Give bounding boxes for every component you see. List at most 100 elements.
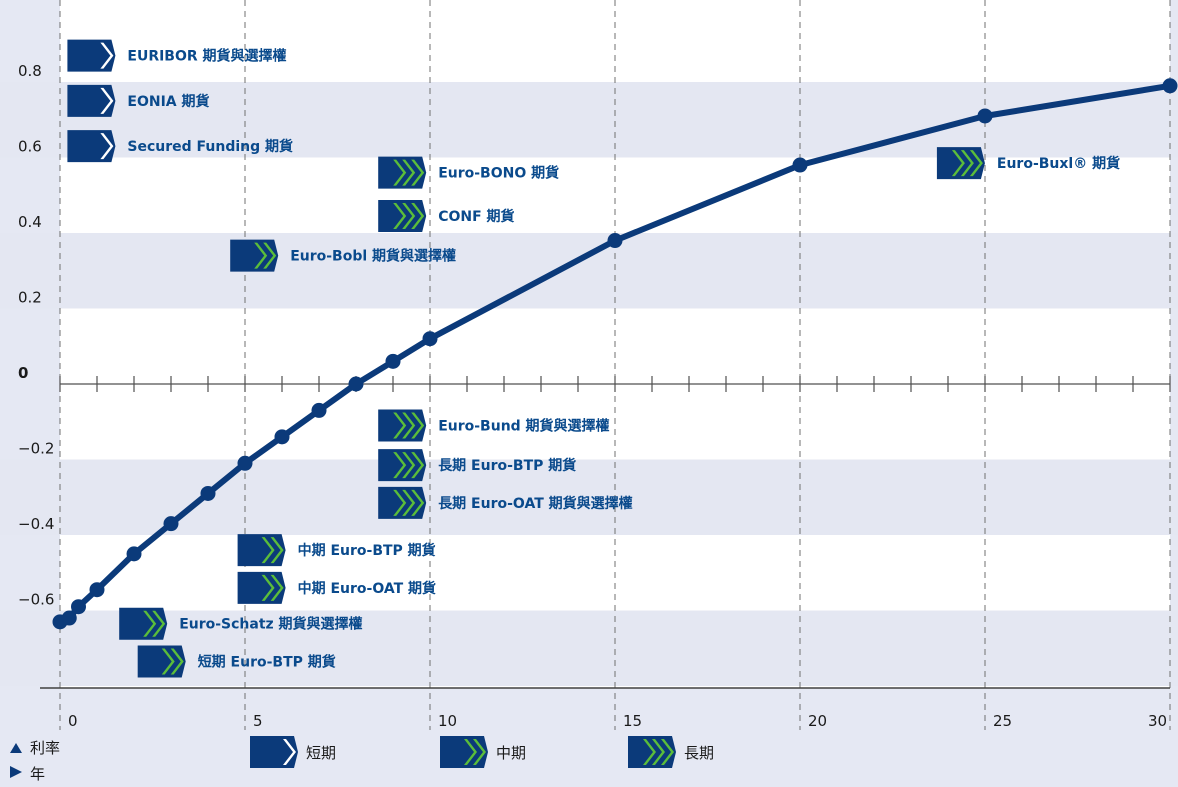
badge-chevron xyxy=(170,648,184,675)
y-axis-arrow-icon xyxy=(10,743,22,753)
data-points xyxy=(52,78,1178,630)
y-tick-labels: 0.8 0.6 0.4 0.2 0 −0.2 −0.4 −0.6 xyxy=(18,62,54,609)
badge-chevron xyxy=(402,489,416,516)
badge-chevron xyxy=(393,489,407,516)
x-axis-label: 年 xyxy=(30,765,45,783)
badge-body xyxy=(230,239,279,272)
product-label: EURIBOR 期貨與選擇權 xyxy=(67,39,287,72)
badge-chevron xyxy=(143,610,157,637)
band-group xyxy=(0,82,1178,686)
data-point xyxy=(163,516,179,532)
badge-body xyxy=(237,571,286,604)
data-point xyxy=(348,376,364,392)
product-label: Secured Funding 期貨 xyxy=(67,130,293,163)
data-point xyxy=(311,402,327,418)
product-label-text: 長期 Euro-BTP 期貨 xyxy=(438,457,576,474)
badge-chevron xyxy=(411,203,425,230)
badge-chevron xyxy=(393,203,407,230)
product-label: Euro-Buxl® 期貨 xyxy=(936,147,1120,180)
x-tick-label: 30 xyxy=(1148,712,1167,730)
product-badge-icon xyxy=(378,409,427,442)
product-badge-icon xyxy=(936,147,985,180)
badge-chevron xyxy=(393,412,407,439)
x-tick-labels: 0 5 10 15 20 25 30 xyxy=(68,712,1167,730)
badge-body xyxy=(440,736,488,768)
product-label-text: 中期 Euro-BTP 期貨 xyxy=(298,542,436,559)
badge-body xyxy=(119,607,168,640)
legend-badge-icon xyxy=(628,736,676,768)
legend-label: 短期 xyxy=(306,744,336,762)
badge-chevron xyxy=(152,610,166,637)
product-badge-icon xyxy=(378,200,427,233)
badge-chevron xyxy=(100,42,114,69)
badge-chevron xyxy=(402,452,416,479)
badge-body xyxy=(67,39,116,72)
badge-chevron xyxy=(969,150,983,177)
badge-chevron xyxy=(411,412,425,439)
data-point xyxy=(1162,78,1178,94)
x-tick-label: 20 xyxy=(808,712,827,730)
badge-body xyxy=(378,200,427,233)
product-label: 中期 Euro-BTP 期貨 xyxy=(237,534,436,567)
badge-chevron xyxy=(643,739,656,765)
data-point xyxy=(71,599,86,615)
x-axis-arrow-icon xyxy=(10,766,22,778)
badge-body xyxy=(250,736,298,768)
product-label: EONIA 期貨 xyxy=(67,84,210,117)
product-label-text: Euro-Buxl® 期貨 xyxy=(997,155,1120,172)
data-point xyxy=(607,233,623,249)
y-tick-label: 0.6 xyxy=(18,138,42,156)
badge-chevron xyxy=(411,159,425,186)
product-label: Euro-Bund 期貨與選擇權 xyxy=(378,409,610,442)
data-point xyxy=(977,108,993,124)
badge-chevron xyxy=(283,739,296,765)
badge-body xyxy=(378,486,427,519)
product-badge-icon xyxy=(119,607,168,640)
left-margin-top xyxy=(0,0,60,82)
badge-chevron xyxy=(661,739,674,765)
legend-label: 中期 xyxy=(496,744,526,762)
legend-badge-icon xyxy=(250,736,298,768)
badge-chevron xyxy=(652,739,665,765)
badge-chevron xyxy=(261,537,275,564)
product-label-text: Euro-Bobl 期貨與選擇權 xyxy=(290,248,456,265)
badge-body xyxy=(378,449,427,482)
product-badge-icon xyxy=(237,534,286,567)
product-label: CONF 期貨 xyxy=(378,200,515,233)
badge-chevron xyxy=(161,648,175,675)
band-2 xyxy=(0,459,1178,535)
product-badge-icon xyxy=(67,130,116,163)
badge-chevron xyxy=(411,489,425,516)
legend: 利率年 短期 中期 長期 xyxy=(10,736,714,783)
product-badge-icon xyxy=(237,571,286,604)
y-tick-label: −0.4 xyxy=(18,515,54,533)
data-point xyxy=(385,353,401,369)
badge-body xyxy=(67,84,116,117)
y-tick-label: 0.8 xyxy=(18,62,42,80)
legend-badge-icon xyxy=(440,736,488,768)
data-point xyxy=(89,582,105,598)
badge-chevron xyxy=(473,739,486,765)
y-tick-label: 0.4 xyxy=(18,213,42,231)
x-tick-label: 10 xyxy=(438,712,457,730)
data-point xyxy=(61,610,77,626)
x-tick-label: 25 xyxy=(993,712,1012,730)
data-point xyxy=(274,429,290,445)
badge-chevron xyxy=(402,159,416,186)
badge-body xyxy=(137,645,186,678)
legend-item: 長期 xyxy=(628,736,714,768)
badge-body xyxy=(378,409,427,442)
badge-chevron xyxy=(100,87,114,114)
badge-chevron xyxy=(393,159,407,186)
product-badge-icon xyxy=(230,239,279,272)
badge-chevron xyxy=(960,150,974,177)
product-label-text: 中期 Euro-OAT 期貨 xyxy=(298,580,436,597)
y-axis-label: 利率 xyxy=(30,739,60,757)
y-tick-label: 0 xyxy=(18,364,28,382)
badge-chevron xyxy=(951,150,965,177)
badge-body xyxy=(67,130,116,163)
x-tick-label: 15 xyxy=(623,712,642,730)
legend-item: 中期 xyxy=(440,736,526,768)
